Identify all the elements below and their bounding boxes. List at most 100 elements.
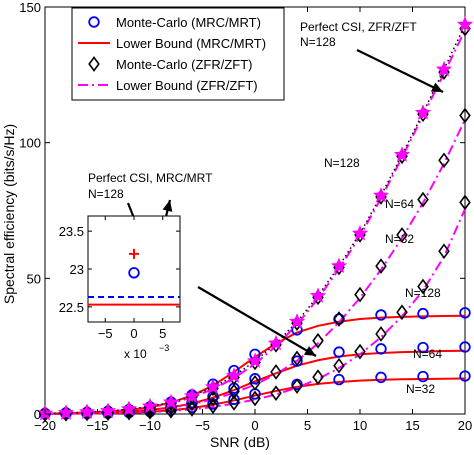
series-0-point bbox=[375, 309, 387, 321]
series-8-point bbox=[333, 311, 345, 327]
series-12-point bbox=[204, 378, 222, 395]
x-tick-label: 20 bbox=[458, 418, 472, 433]
series-8-point bbox=[270, 364, 282, 380]
series-8-point bbox=[312, 332, 324, 349]
x-tick-label: −15 bbox=[86, 418, 108, 433]
legend: Monte-Carlo (MRC/MRT) Lower Bound (MRC/MR… bbox=[71, 7, 285, 101]
series-12-point bbox=[120, 400, 138, 417]
legend-entry-3: Lower Bound (ZFR/ZFT) bbox=[78, 78, 258, 93]
inset-y-tick-label: 23.5 bbox=[59, 224, 84, 239]
series-12-point bbox=[99, 402, 117, 419]
series-12-point bbox=[330, 257, 348, 274]
annotation-perfect-csi-zf: Perfect CSI, ZFR/ZFT bbox=[300, 20, 417, 34]
x-tick-label: −20 bbox=[34, 418, 56, 433]
series-8-point bbox=[249, 374, 261, 391]
inset-x-scale-exponent: −3 bbox=[159, 343, 169, 353]
series-10-point bbox=[291, 378, 303, 394]
series-10-point bbox=[333, 357, 345, 374]
series-12-point bbox=[78, 403, 96, 420]
x-tick-label: 10 bbox=[353, 418, 367, 433]
series-8-point bbox=[417, 191, 429, 208]
series-8-point bbox=[354, 286, 366, 303]
series-12-point bbox=[57, 404, 75, 420]
series-10-point bbox=[396, 304, 408, 321]
series-8-point bbox=[207, 390, 219, 407]
series-12-point bbox=[288, 313, 306, 329]
series-8-point bbox=[291, 350, 303, 367]
x-tick-label: 5 bbox=[304, 418, 311, 433]
series-12-point bbox=[309, 287, 327, 304]
inset-y-tick-label: 22.5 bbox=[59, 300, 84, 315]
x-tick-label: 0 bbox=[251, 418, 258, 433]
series-12-point bbox=[183, 387, 201, 404]
y-axis-label: Spectral efficiency (bits/s/Hz) bbox=[1, 124, 17, 304]
series-12-point bbox=[393, 146, 411, 162]
inset-y-tick-label: 23 bbox=[70, 262, 84, 277]
series-10-point bbox=[375, 326, 387, 342]
annotation-mrc-n64: N=64 bbox=[413, 347, 442, 361]
series-12-point bbox=[435, 60, 453, 77]
legend-marker bbox=[88, 56, 100, 72]
series-10-point bbox=[270, 385, 282, 401]
x-axis-label: SNR (dB) bbox=[210, 434, 270, 450]
annotation-zf-n64: N=64 bbox=[385, 197, 414, 211]
y-tick-label: 150 bbox=[19, 0, 41, 15]
legend-entry-1: Lower Bound (MRC/MRT) bbox=[78, 36, 266, 51]
x-tick-label: −5 bbox=[195, 418, 210, 433]
series-2-point bbox=[375, 343, 387, 355]
series-4-point bbox=[375, 371, 387, 384]
annotation-perfect-csi-mrc-n: N=128 bbox=[88, 187, 124, 201]
annotation-mrc-n32: N=32 bbox=[406, 382, 435, 396]
legend-label: Lower Bound (ZFR/ZFT) bbox=[116, 78, 258, 93]
arrow-inset-to-curve bbox=[197, 286, 317, 357]
series-12-point bbox=[267, 334, 285, 351]
annotation-zf-n128: N=128 bbox=[324, 156, 360, 170]
series-2-point bbox=[417, 341, 429, 354]
series-10-point bbox=[459, 194, 471, 211]
series-12-point bbox=[456, 15, 474, 32]
legend-label: Monte-Carlo (MRC/MRT) bbox=[116, 15, 261, 30]
series-8-point bbox=[438, 152, 450, 169]
inset-box bbox=[87, 215, 181, 323]
inset-x-tick-label: −5 bbox=[98, 326, 113, 341]
series-4-point bbox=[417, 370, 429, 383]
series-2-point bbox=[249, 373, 261, 385]
series-10-point bbox=[312, 369, 324, 385]
series-0-point bbox=[417, 307, 429, 320]
inset-zoom: 22.5 23 23.5 −5 0 5 x 10 −3 bbox=[59, 215, 181, 361]
inset-x-tick-label: 5 bbox=[159, 326, 166, 341]
annotation-perfect-csi-zf-n: N=128 bbox=[300, 35, 336, 49]
arrow-perfect-csi-zf bbox=[356, 49, 444, 93]
inset-point-0 bbox=[129, 248, 139, 259]
series-12-point bbox=[351, 224, 369, 241]
series-0-point bbox=[459, 307, 471, 319]
series-10-point bbox=[186, 400, 198, 417]
inset-x-tick-label: 0 bbox=[130, 326, 137, 341]
legend-entry-0: Monte-Carlo (MRC/MRT) bbox=[88, 15, 261, 30]
inset-point-1 bbox=[128, 267, 140, 279]
series-8-point bbox=[375, 258, 387, 274]
x-tick-label: −10 bbox=[139, 418, 161, 433]
series-12-point bbox=[225, 367, 243, 384]
legend-entry-2: Monte-Carlo (ZFR/ZFT) bbox=[88, 56, 253, 72]
y-tick-label: 50 bbox=[27, 271, 41, 286]
y-tick-label: 0 bbox=[34, 407, 41, 422]
annotation-mrc-n128: N=128 bbox=[405, 286, 441, 300]
series-8-point bbox=[396, 227, 408, 243]
annotation-perfect-csi-mrc: Perfect CSI, MRC/MRT bbox=[88, 171, 213, 185]
series-10-point bbox=[438, 243, 450, 260]
series-12-point bbox=[162, 393, 180, 410]
y-tick-label: 100 bbox=[19, 136, 41, 151]
series-layer bbox=[36, 15, 474, 422]
inset-x-scale-label: x 10 bbox=[124, 347, 147, 361]
x-tick-label: 15 bbox=[405, 418, 419, 433]
series-2-point bbox=[459, 341, 471, 353]
series-12-point bbox=[372, 186, 390, 203]
series-12-point bbox=[246, 352, 264, 369]
series-8-point bbox=[228, 383, 240, 400]
series-12-point bbox=[414, 104, 432, 120]
series-10-point bbox=[207, 398, 219, 414]
series-10-point bbox=[165, 402, 177, 419]
